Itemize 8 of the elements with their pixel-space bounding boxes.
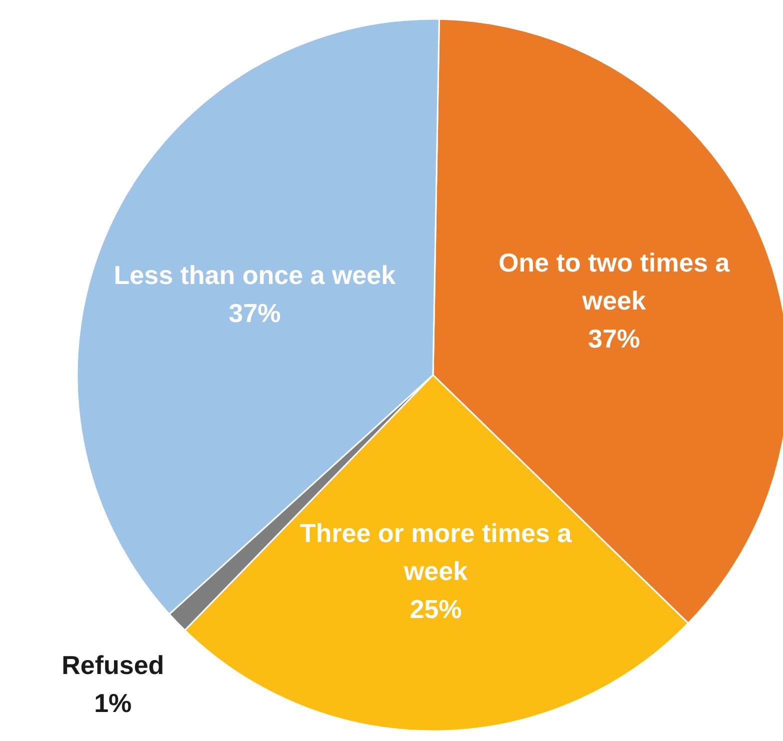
data-label: 37%: [228, 298, 281, 328]
slice-label: Less than once a week: [114, 260, 396, 290]
data-label: 25%: [410, 594, 462, 624]
data-label: 37%: [588, 323, 640, 354]
data-label: 1%: [94, 688, 132, 718]
slice-label: Refused: [62, 650, 164, 680]
slice-label: One to two times a week: [498, 247, 730, 316]
slice-label: Three or more times a week: [300, 518, 572, 586]
